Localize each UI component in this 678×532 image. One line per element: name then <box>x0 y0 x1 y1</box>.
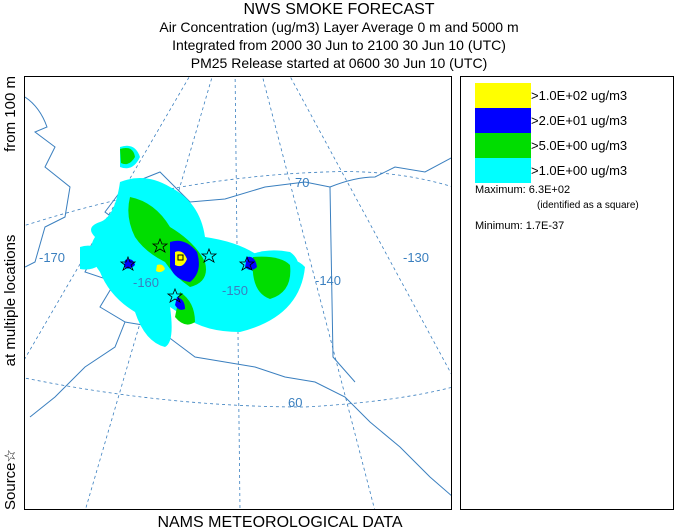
subtitle-release-time: PM25 Release started at 0600 30 Jun 10 (… <box>190 55 488 71</box>
source-star-3 <box>238 255 256 271</box>
canada-border <box>329 186 356 383</box>
subtitle-integration-period: Integrated from 2000 30 Jun to 2100 30 J… <box>172 37 506 53</box>
lat-60-line <box>25 377 451 408</box>
legend-swatch-yellow <box>475 83 531 108</box>
legend-swatch-blue <box>475 108 531 133</box>
legend-swatch-cyan <box>475 158 531 183</box>
source-side-label: Source☆ at multiple locations from 100 m <box>2 76 20 510</box>
plume-yellow-west <box>156 264 165 273</box>
plume-green-east <box>252 256 291 299</box>
legend-label-1: >1.0E+02 ug/m3 <box>531 88 628 103</box>
page-title: NWS SMOKE FORECAST <box>243 1 435 18</box>
latitude-gridlines <box>25 171 451 408</box>
plume-cyan-west <box>80 245 105 270</box>
lon-170-line <box>25 77 190 360</box>
lon-label-160: -160 <box>133 275 159 290</box>
smoke-map: -170 -160 -150 -140 -130 70 60 <box>24 76 452 510</box>
source-star-5 <box>119 255 137 271</box>
source-label: Source☆ <box>2 449 19 510</box>
lon-label-150: -150 <box>222 283 248 298</box>
source-markers <box>119 237 256 303</box>
lon-130-line <box>289 77 451 375</box>
legend-label-4: >1.0E+00 ug/m3 <box>531 163 628 178</box>
met-data-label: NAMS METEOROLOGICAL DATA <box>157 514 403 531</box>
lat-label-70: 70 <box>295 175 309 190</box>
source-star-4 <box>166 287 184 303</box>
maximum-value: Maximum: 6.3E+02 <box>475 184 571 196</box>
multiple-locations-label: at multiple locations <box>2 234 19 367</box>
lon-label-130: -130 <box>403 250 429 265</box>
legend-swatch-green <box>475 133 531 158</box>
plume-green-north <box>120 148 135 165</box>
lon-140-line <box>262 77 375 509</box>
release-height-label: from 100 m <box>2 76 19 152</box>
maximum-note: (identified as a square) <box>537 200 639 211</box>
source-star-2 <box>200 247 218 263</box>
legend-label-3: >5.0E+00 ug/m3 <box>531 138 628 153</box>
lon-160-line <box>85 77 213 509</box>
source-star-1 <box>151 237 169 253</box>
minimum-value: Minimum: 1.7E-37 <box>475 220 565 232</box>
lon-label-170: -170 <box>39 250 65 265</box>
subtitle-concentration: Air Concentration (ug/m3) Layer Average … <box>159 19 519 35</box>
map-canvas: -170 -160 -150 -140 -130 70 60 <box>25 77 451 509</box>
legend-label-2: >2.0E+01 ug/m3 <box>531 113 628 128</box>
lon-label-140: -140 <box>315 273 341 288</box>
alaska-south-coast <box>124 321 451 496</box>
plume-blue-west <box>124 259 135 269</box>
lat-70-line <box>25 171 451 226</box>
legend-panel: >1.0E+02 ug/m3 >2.0E+01 ug/m3 >5.0E+00 u… <box>460 76 674 510</box>
coast-north-east <box>329 157 451 188</box>
maximum-square <box>177 254 184 261</box>
lat-label-60: 60 <box>288 395 302 410</box>
russia-coast <box>25 96 71 268</box>
